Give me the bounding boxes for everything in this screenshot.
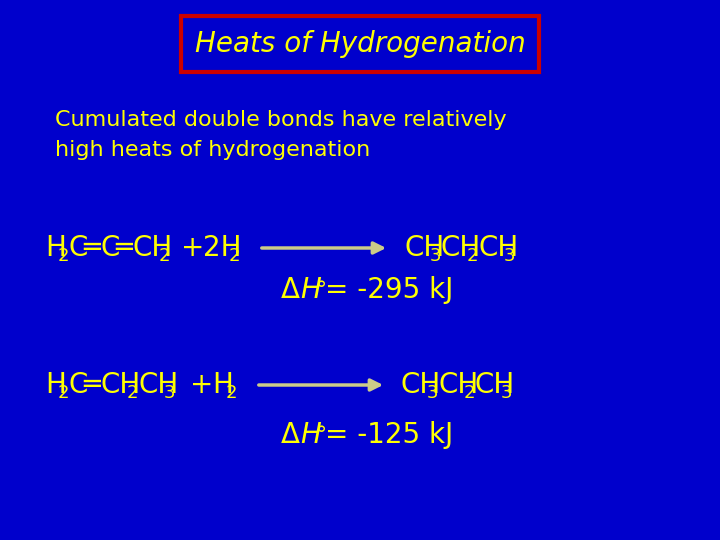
Text: CH: CH [404,234,444,262]
Text: Cumulated double bonds have relatively: Cumulated double bonds have relatively [55,110,507,130]
Text: C: C [69,234,89,262]
Text: +: + [190,371,213,399]
Text: CH: CH [101,371,141,399]
Text: CH: CH [441,234,481,262]
Text: 3: 3 [164,384,176,402]
Text: 2: 2 [229,247,240,265]
Text: 2: 2 [58,247,70,265]
Text: C: C [69,371,89,399]
Text: = -295 kJ: = -295 kJ [325,276,454,304]
Text: C: C [101,234,120,262]
Text: +: + [181,234,204,262]
Text: CH: CH [133,234,174,262]
Text: 2: 2 [159,247,171,265]
Text: CH: CH [401,371,441,399]
Text: CH: CH [138,371,179,399]
Text: Heats of Hydrogenation: Heats of Hydrogenation [194,30,526,58]
Text: $\mathit{H}$: $\mathit{H}$ [300,276,322,304]
Text: CH: CH [475,371,516,399]
Text: = -125 kJ: = -125 kJ [325,421,454,449]
Text: 2: 2 [58,384,70,402]
Text: 2: 2 [127,384,138,402]
Text: $\Delta$: $\Delta$ [280,276,301,304]
Text: H: H [212,371,233,399]
Text: H: H [45,234,66,262]
Text: $\mathit{H}$: $\mathit{H}$ [300,421,322,449]
Text: ═: ═ [83,234,100,262]
Text: ═: ═ [83,371,100,399]
Text: ═: ═ [115,234,132,262]
Text: °: ° [316,280,327,300]
Text: high heats of hydrogenation: high heats of hydrogenation [55,140,370,160]
Text: 3: 3 [501,384,513,402]
Text: 2H: 2H [203,234,241,262]
Text: 3: 3 [504,247,516,265]
Text: 2: 2 [464,384,475,402]
Text: CH: CH [438,371,478,399]
Text: °: ° [316,425,327,445]
Text: 3: 3 [427,384,438,402]
Text: 2: 2 [226,384,238,402]
Text: $\Delta$: $\Delta$ [280,421,301,449]
Text: H: H [45,371,66,399]
Text: 2: 2 [467,247,479,265]
Text: CH: CH [478,234,518,262]
Text: 3: 3 [430,247,441,265]
